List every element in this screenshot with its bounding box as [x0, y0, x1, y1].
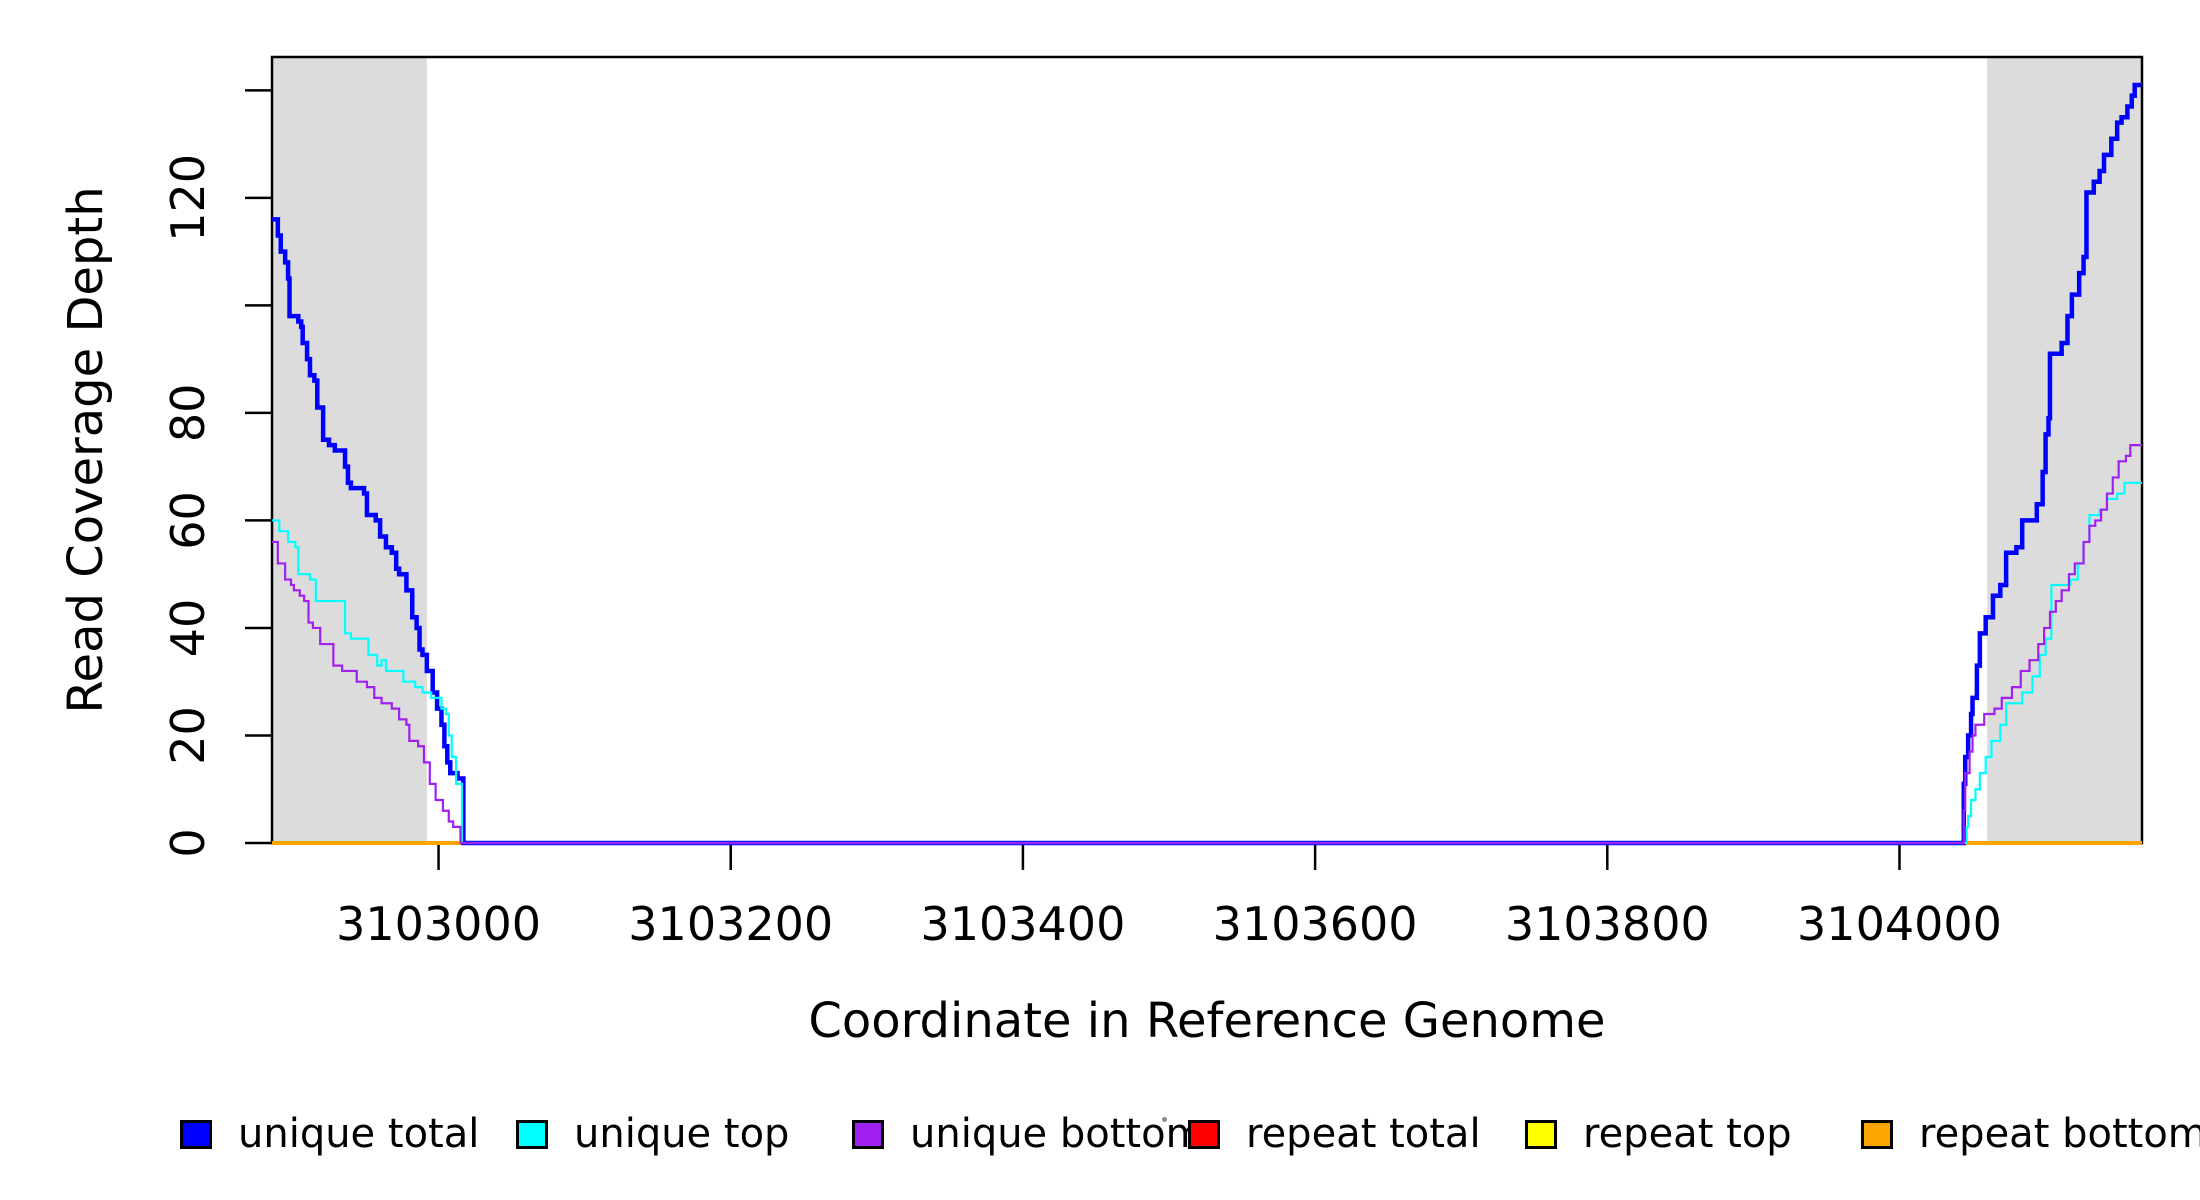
y-axis: 0 20 40 60 80 120	[161, 89, 272, 858]
legend: unique total unique top unique bottom re…	[0, 1108, 2200, 1160]
svg-text:3103600: 3103600	[1213, 897, 1418, 951]
plot-border	[270, 55, 2144, 845]
legend-label-unique-bottom: unique bottom	[910, 1111, 1205, 1157]
svg-text:20: 20	[161, 706, 215, 765]
legend-item-unique-total: unique total	[180, 1108, 479, 1160]
legend-item-unique-bottom: unique bottom	[852, 1108, 1205, 1160]
legend-swatch-unique-total	[180, 1119, 212, 1149]
legend-item-repeat-bottom: repeat bottom	[1861, 1108, 2200, 1160]
legend-swatch-repeat-total	[1188, 1119, 1220, 1149]
legend-swatch-unique-top	[516, 1119, 548, 1149]
svg-text:3103000: 3103000	[336, 897, 541, 951]
svg-text:40: 40	[161, 599, 215, 658]
legend-label-repeat-total: repeat total	[1246, 1111, 1481, 1157]
legend-label-repeat-top: repeat top	[1583, 1111, 1792, 1157]
legend-label-repeat-bottom: repeat bottom	[1919, 1111, 2200, 1157]
svg-text:0: 0	[161, 828, 215, 857]
svg-text:3103400: 3103400	[920, 897, 1125, 951]
y-axis-title: Read Coverage Depth	[58, 186, 114, 714]
legend-item-unique-top: unique top	[516, 1108, 789, 1160]
x-axis-title: Coordinate in Reference Genome	[808, 993, 1606, 1049]
series-unique-bottom	[272, 444, 2142, 845]
series-unique-total	[272, 82, 2142, 846]
svg-text:80: 80	[161, 384, 215, 443]
legend-label-unique-total: unique total	[238, 1111, 480, 1157]
svg-text:120: 120	[161, 154, 215, 242]
svg-text:3104000: 3104000	[1797, 897, 2002, 951]
legend-swatch-repeat-bottom	[1861, 1119, 1893, 1149]
legend-swatch-repeat-top	[1525, 1119, 1557, 1149]
legend-item-repeat-total: repeat total	[1188, 1108, 1481, 1160]
stray-dot-mark	[1162, 1117, 1167, 1122]
legend-swatch-unique-bottom	[852, 1119, 884, 1149]
svg-text:3103200: 3103200	[628, 897, 833, 951]
svg-text:3103800: 3103800	[1505, 897, 1710, 951]
legend-label-unique-top: unique top	[574, 1111, 790, 1157]
series-unique-top	[272, 481, 2142, 845]
shaded-regions	[272, 57, 2142, 843]
svg-text:60: 60	[161, 491, 215, 550]
legend-item-repeat-top: repeat top	[1525, 1108, 1792, 1160]
x-axis: 3103000 3103200 3103400 3103600 3103800 31040…	[336, 843, 2002, 951]
